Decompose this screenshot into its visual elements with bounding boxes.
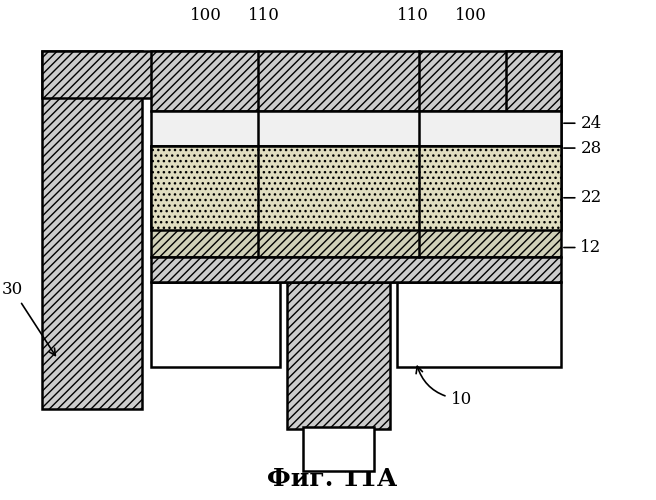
Text: 22: 22 (564, 190, 602, 206)
Bar (42, 51, 142, 409)
Text: 110: 110 (249, 7, 280, 24)
Bar (506, 111, 561, 146)
Text: 10: 10 (416, 366, 472, 408)
Bar (303, 426, 374, 472)
Bar (397, 282, 561, 367)
Bar (42, 51, 209, 98)
Bar (506, 51, 561, 111)
Text: 100: 100 (190, 7, 222, 24)
Text: Фиг. 11А: Фиг. 11А (267, 467, 397, 491)
Bar (152, 282, 280, 367)
Text: 100: 100 (455, 7, 487, 24)
Bar (287, 282, 390, 429)
Text: 110: 110 (397, 7, 428, 24)
Bar (152, 51, 561, 111)
Bar (152, 258, 561, 282)
Text: 28: 28 (564, 140, 602, 156)
Bar (152, 111, 561, 146)
Text: 12: 12 (564, 239, 602, 256)
Text: 30: 30 (2, 282, 55, 356)
Bar (152, 146, 561, 258)
Bar (152, 146, 561, 230)
Text: 24: 24 (564, 114, 602, 132)
